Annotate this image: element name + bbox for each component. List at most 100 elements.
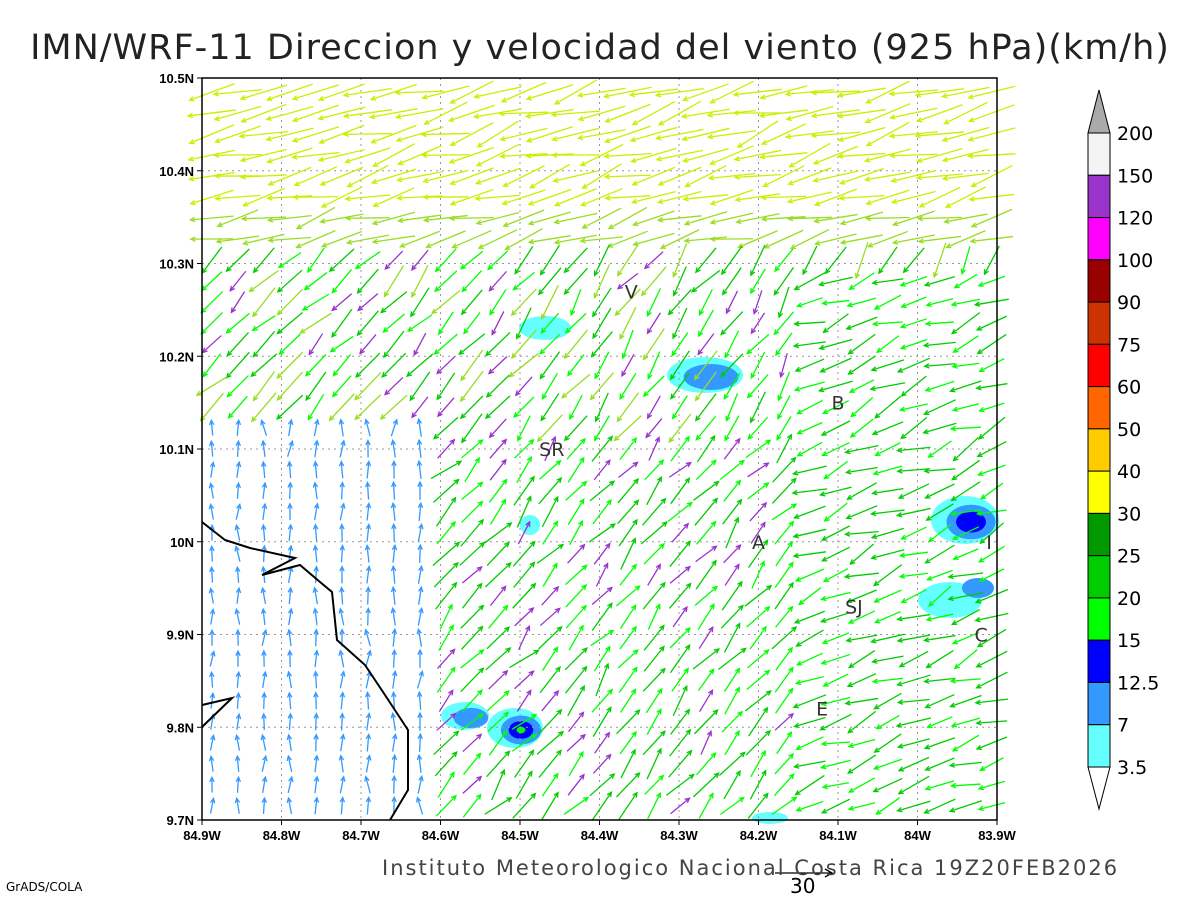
wind-arrow: [896, 634, 931, 643]
wind-arrow: [588, 523, 616, 543]
wind-arrow: [486, 541, 510, 566]
wind-arrow: [342, 131, 393, 138]
wind-arrow: [538, 476, 563, 505]
wind-arrow: [312, 460, 319, 479]
reference-vector-arrow: [775, 868, 834, 878]
wind-arrow: [723, 769, 741, 800]
wind-arrow: [932, 242, 947, 279]
wind-arrow: [822, 673, 849, 687]
wind-arrow: [784, 130, 834, 140]
wind-arrow: [410, 249, 429, 271]
wind-arrow: [786, 215, 832, 222]
wind-arrow: [669, 627, 691, 649]
wind-arrow: [642, 667, 666, 692]
wind-arrow: [817, 380, 853, 393]
wind-arrow: [952, 335, 979, 353]
wind-arrow: [209, 544, 215, 562]
wind-arrow: [295, 206, 336, 230]
wind-arrow: [313, 796, 320, 815]
station-label: SR: [539, 439, 564, 461]
wind-arrow: [499, 127, 548, 142]
wind-arrow: [209, 460, 216, 478]
wind-arrow: [896, 613, 931, 622]
wind-arrow: [473, 86, 522, 99]
wind-arrow: [396, 195, 443, 201]
wind-arrow: [709, 236, 754, 242]
wind-arrow: [354, 394, 382, 421]
wind-arrow: [437, 771, 455, 798]
wind-arrow: [776, 416, 792, 441]
wind-arrow: [234, 523, 241, 541]
wind-arrow: [793, 716, 826, 728]
wind-arrow: [276, 371, 303, 402]
wind-arrow: [595, 562, 609, 587]
wind-arrow: [565, 583, 588, 608]
wind-arrow: [513, 561, 536, 588]
wind-arrow: [460, 604, 485, 629]
wind-arrow: [837, 152, 886, 159]
wind-arrow: [669, 728, 692, 757]
wind-arrow: [818, 486, 852, 497]
wind-arrow: [261, 481, 268, 499]
wind-arrow: [372, 187, 415, 207]
wind-arrow: [951, 403, 979, 412]
speed-contour-fill: [752, 812, 788, 824]
wind-arrow: [213, 105, 262, 122]
wind-arrow: [420, 131, 471, 138]
wind-arrow: [504, 228, 543, 251]
wind-arrow: [396, 171, 443, 183]
wind-arrow: [628, 88, 678, 98]
wind-arrow: [189, 236, 234, 242]
wind-arrow: [422, 169, 469, 184]
wind-arrow: [697, 309, 714, 338]
wind-arrow: [875, 797, 900, 816]
wind-arrow: [459, 250, 484, 270]
wind-arrow: [871, 278, 904, 286]
wind-arrow: [763, 229, 804, 249]
wind-arrow: [820, 546, 850, 562]
wind-arrow: [379, 291, 408, 314]
wind-arrow: [732, 88, 782, 97]
wind-arrow: [648, 436, 660, 461]
wind-arrow: [849, 543, 875, 565]
wind-arrow: [287, 712, 294, 731]
wind-speed-shading: [441, 316, 999, 824]
wind-arrow: [820, 653, 851, 665]
wind-arrow: [976, 628, 1007, 648]
wind-arrow: [916, 147, 963, 164]
wind-arrow: [821, 400, 850, 415]
wind-arrow: [308, 333, 324, 356]
wind-arrow: [542, 562, 558, 587]
wind-arrow: [512, 271, 535, 291]
wind-arrow: [821, 632, 850, 645]
wind-arrow: [616, 244, 639, 277]
wind-arrow: [793, 505, 826, 519]
wind-arrow: [406, 314, 433, 332]
wind-arrow: [553, 234, 597, 245]
wind-arrow: [568, 624, 584, 651]
wind-arrow: [433, 561, 459, 588]
wind-arrow: [391, 459, 397, 479]
wind-arrow: [208, 481, 215, 499]
wind-arrow: [604, 195, 651, 201]
wind-arrow: [512, 582, 537, 609]
wind-arrow: [563, 329, 588, 360]
wind-arrow: [484, 395, 511, 420]
wind-arrow: [511, 733, 537, 752]
wind-arrow: [723, 437, 741, 460]
wind-arrow: [917, 235, 962, 244]
wind-arrow: [923, 737, 956, 750]
wind-arrow: [847, 650, 876, 669]
wind-arrow: [899, 318, 927, 329]
wind-arrow: [381, 352, 407, 378]
wind-arrow: [553, 187, 597, 207]
wind-arrow: [235, 775, 242, 793]
wind-arrow: [277, 252, 302, 269]
wind-arrow: [670, 797, 691, 815]
wind-arrow: [448, 146, 495, 164]
wind-arrow: [747, 482, 770, 500]
wind-arrow: [802, 245, 818, 276]
wind-arrow: [845, 634, 878, 643]
wind-arrow: [924, 544, 955, 564]
wind-arrow: [449, 80, 494, 104]
